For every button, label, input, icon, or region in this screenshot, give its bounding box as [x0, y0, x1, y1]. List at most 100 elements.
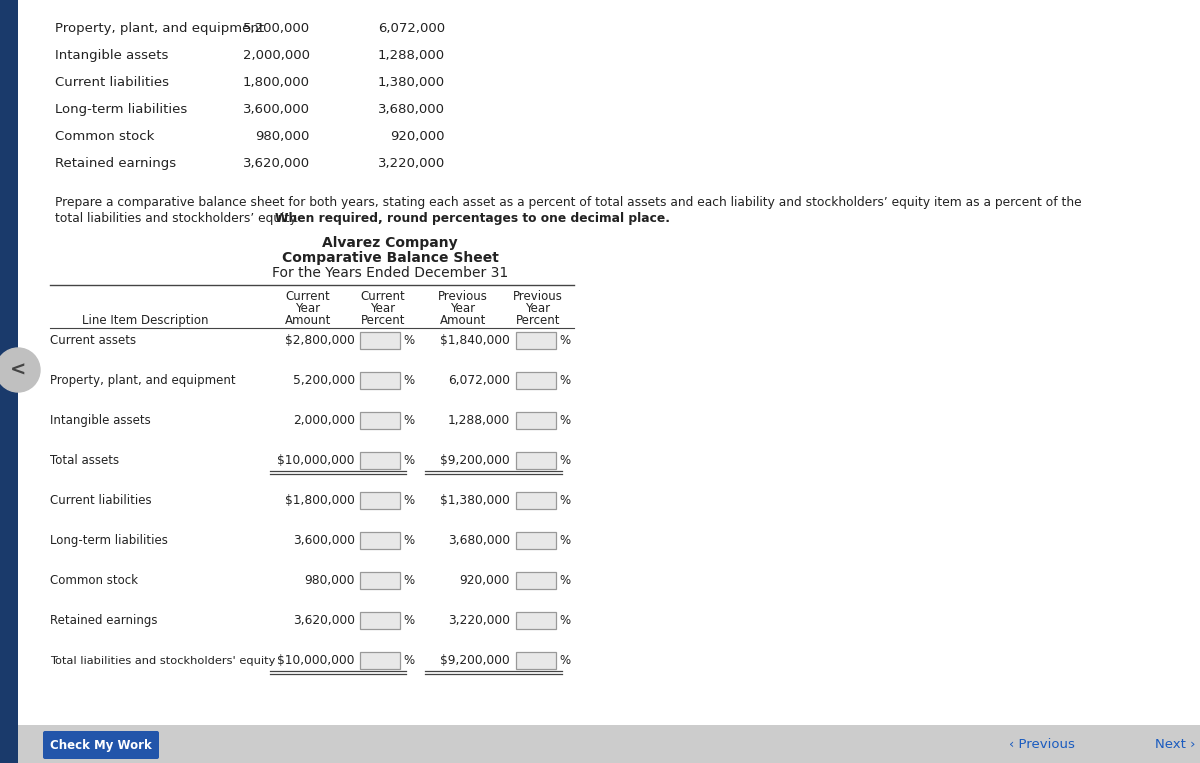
FancyBboxPatch shape — [360, 652, 400, 669]
FancyBboxPatch shape — [516, 492, 556, 509]
Text: Long-term liabilities: Long-term liabilities — [55, 103, 187, 116]
FancyBboxPatch shape — [360, 412, 400, 429]
Text: %: % — [403, 534, 414, 547]
FancyBboxPatch shape — [360, 372, 400, 389]
Text: <: < — [10, 360, 26, 379]
Text: 3,680,000: 3,680,000 — [378, 103, 445, 116]
Text: %: % — [559, 454, 570, 467]
Text: Alvarez Company: Alvarez Company — [322, 236, 458, 250]
Text: Prepare a comparative balance sheet for both years, stating each asset as a perc: Prepare a comparative balance sheet for … — [55, 196, 1081, 209]
Text: total liabilities and stockholders’ equity.: total liabilities and stockholders’ equi… — [55, 212, 302, 225]
Text: %: % — [559, 414, 570, 427]
Text: Property, plant, and equipment: Property, plant, and equipment — [50, 374, 235, 387]
Text: %: % — [403, 614, 414, 627]
FancyBboxPatch shape — [516, 332, 556, 349]
FancyBboxPatch shape — [360, 452, 400, 469]
Text: %: % — [403, 454, 414, 467]
Text: 5,200,000: 5,200,000 — [242, 22, 310, 35]
Text: 920,000: 920,000 — [460, 574, 510, 587]
FancyBboxPatch shape — [516, 412, 556, 429]
Text: For the Years Ended December 31: For the Years Ended December 31 — [272, 266, 508, 280]
Text: Current liabilities: Current liabilities — [50, 494, 151, 507]
Text: %: % — [559, 374, 570, 387]
Text: Percent: Percent — [361, 314, 406, 327]
FancyBboxPatch shape — [360, 572, 400, 589]
Text: 920,000: 920,000 — [390, 130, 445, 143]
Text: $10,000,000: $10,000,000 — [277, 654, 355, 667]
Text: $2,800,000: $2,800,000 — [286, 334, 355, 347]
Text: Year: Year — [371, 302, 396, 315]
Text: 2,000,000: 2,000,000 — [293, 414, 355, 427]
Text: Check My Work: Check My Work — [50, 739, 152, 752]
Text: Property, plant, and equipment: Property, plant, and equipment — [55, 22, 264, 35]
Text: 980,000: 980,000 — [256, 130, 310, 143]
Text: %: % — [403, 374, 414, 387]
Text: When required, round percentages to one decimal place.: When required, round percentages to one … — [275, 212, 670, 225]
Text: $1,380,000: $1,380,000 — [440, 494, 510, 507]
FancyBboxPatch shape — [516, 532, 556, 549]
Text: Amount: Amount — [284, 314, 331, 327]
Text: %: % — [403, 574, 414, 587]
Text: %: % — [403, 414, 414, 427]
Text: %: % — [403, 654, 414, 667]
Text: Comparative Balance Sheet: Comparative Balance Sheet — [282, 251, 498, 265]
Text: ‹ Previous: ‹ Previous — [1009, 739, 1075, 752]
FancyBboxPatch shape — [43, 731, 158, 759]
Text: 1,800,000: 1,800,000 — [242, 76, 310, 89]
Text: Total liabilities and stockholders' equity: Total liabilities and stockholders' equi… — [50, 655, 275, 665]
Text: Current assets: Current assets — [50, 334, 136, 347]
Bar — [0, 0, 18, 763]
FancyBboxPatch shape — [360, 532, 400, 549]
Text: 3,620,000: 3,620,000 — [242, 157, 310, 170]
Text: 5,200,000: 5,200,000 — [293, 374, 355, 387]
Text: Line Item Description: Line Item Description — [82, 314, 209, 327]
FancyBboxPatch shape — [516, 372, 556, 389]
Text: $9,200,000: $9,200,000 — [440, 654, 510, 667]
Text: Long-term liabilities: Long-term liabilities — [50, 534, 168, 547]
Text: Common stock: Common stock — [50, 574, 138, 587]
Circle shape — [0, 348, 40, 392]
Text: 3,600,000: 3,600,000 — [242, 103, 310, 116]
FancyBboxPatch shape — [360, 492, 400, 509]
Text: Percent: Percent — [516, 314, 560, 327]
Text: Current liabilities: Current liabilities — [55, 76, 169, 89]
Text: Amount: Amount — [440, 314, 486, 327]
Text: Current: Current — [361, 290, 406, 303]
Text: %: % — [559, 654, 570, 667]
Bar — [0, 725, 1200, 763]
Text: %: % — [559, 334, 570, 347]
FancyBboxPatch shape — [516, 572, 556, 589]
Text: Common stock: Common stock — [55, 130, 155, 143]
Text: %: % — [403, 334, 414, 347]
FancyBboxPatch shape — [516, 652, 556, 669]
Text: 1,288,000: 1,288,000 — [378, 49, 445, 62]
Text: 6,072,000: 6,072,000 — [448, 374, 510, 387]
Text: 3,680,000: 3,680,000 — [448, 534, 510, 547]
Text: 3,620,000: 3,620,000 — [293, 614, 355, 627]
Text: 3,220,000: 3,220,000 — [378, 157, 445, 170]
Text: Year: Year — [295, 302, 320, 315]
Text: 2,000,000: 2,000,000 — [242, 49, 310, 62]
Text: Year: Year — [526, 302, 551, 315]
Text: 980,000: 980,000 — [305, 574, 355, 587]
Text: Intangible assets: Intangible assets — [50, 414, 151, 427]
Text: Total assets: Total assets — [50, 454, 119, 467]
Text: %: % — [559, 574, 570, 587]
Text: %: % — [559, 534, 570, 547]
Text: Intangible assets: Intangible assets — [55, 49, 168, 62]
Text: Current: Current — [286, 290, 330, 303]
Text: Retained earnings: Retained earnings — [50, 614, 157, 627]
Text: %: % — [559, 614, 570, 627]
FancyBboxPatch shape — [516, 452, 556, 469]
Text: Year: Year — [450, 302, 475, 315]
Text: $1,800,000: $1,800,000 — [286, 494, 355, 507]
Text: Previous: Previous — [438, 290, 488, 303]
Text: 6,072,000: 6,072,000 — [378, 22, 445, 35]
Text: Retained earnings: Retained earnings — [55, 157, 176, 170]
Text: $10,000,000: $10,000,000 — [277, 454, 355, 467]
Text: Next ›: Next › — [1154, 739, 1195, 752]
Text: %: % — [559, 494, 570, 507]
FancyBboxPatch shape — [360, 612, 400, 629]
Text: Previous: Previous — [514, 290, 563, 303]
Text: 1,288,000: 1,288,000 — [448, 414, 510, 427]
